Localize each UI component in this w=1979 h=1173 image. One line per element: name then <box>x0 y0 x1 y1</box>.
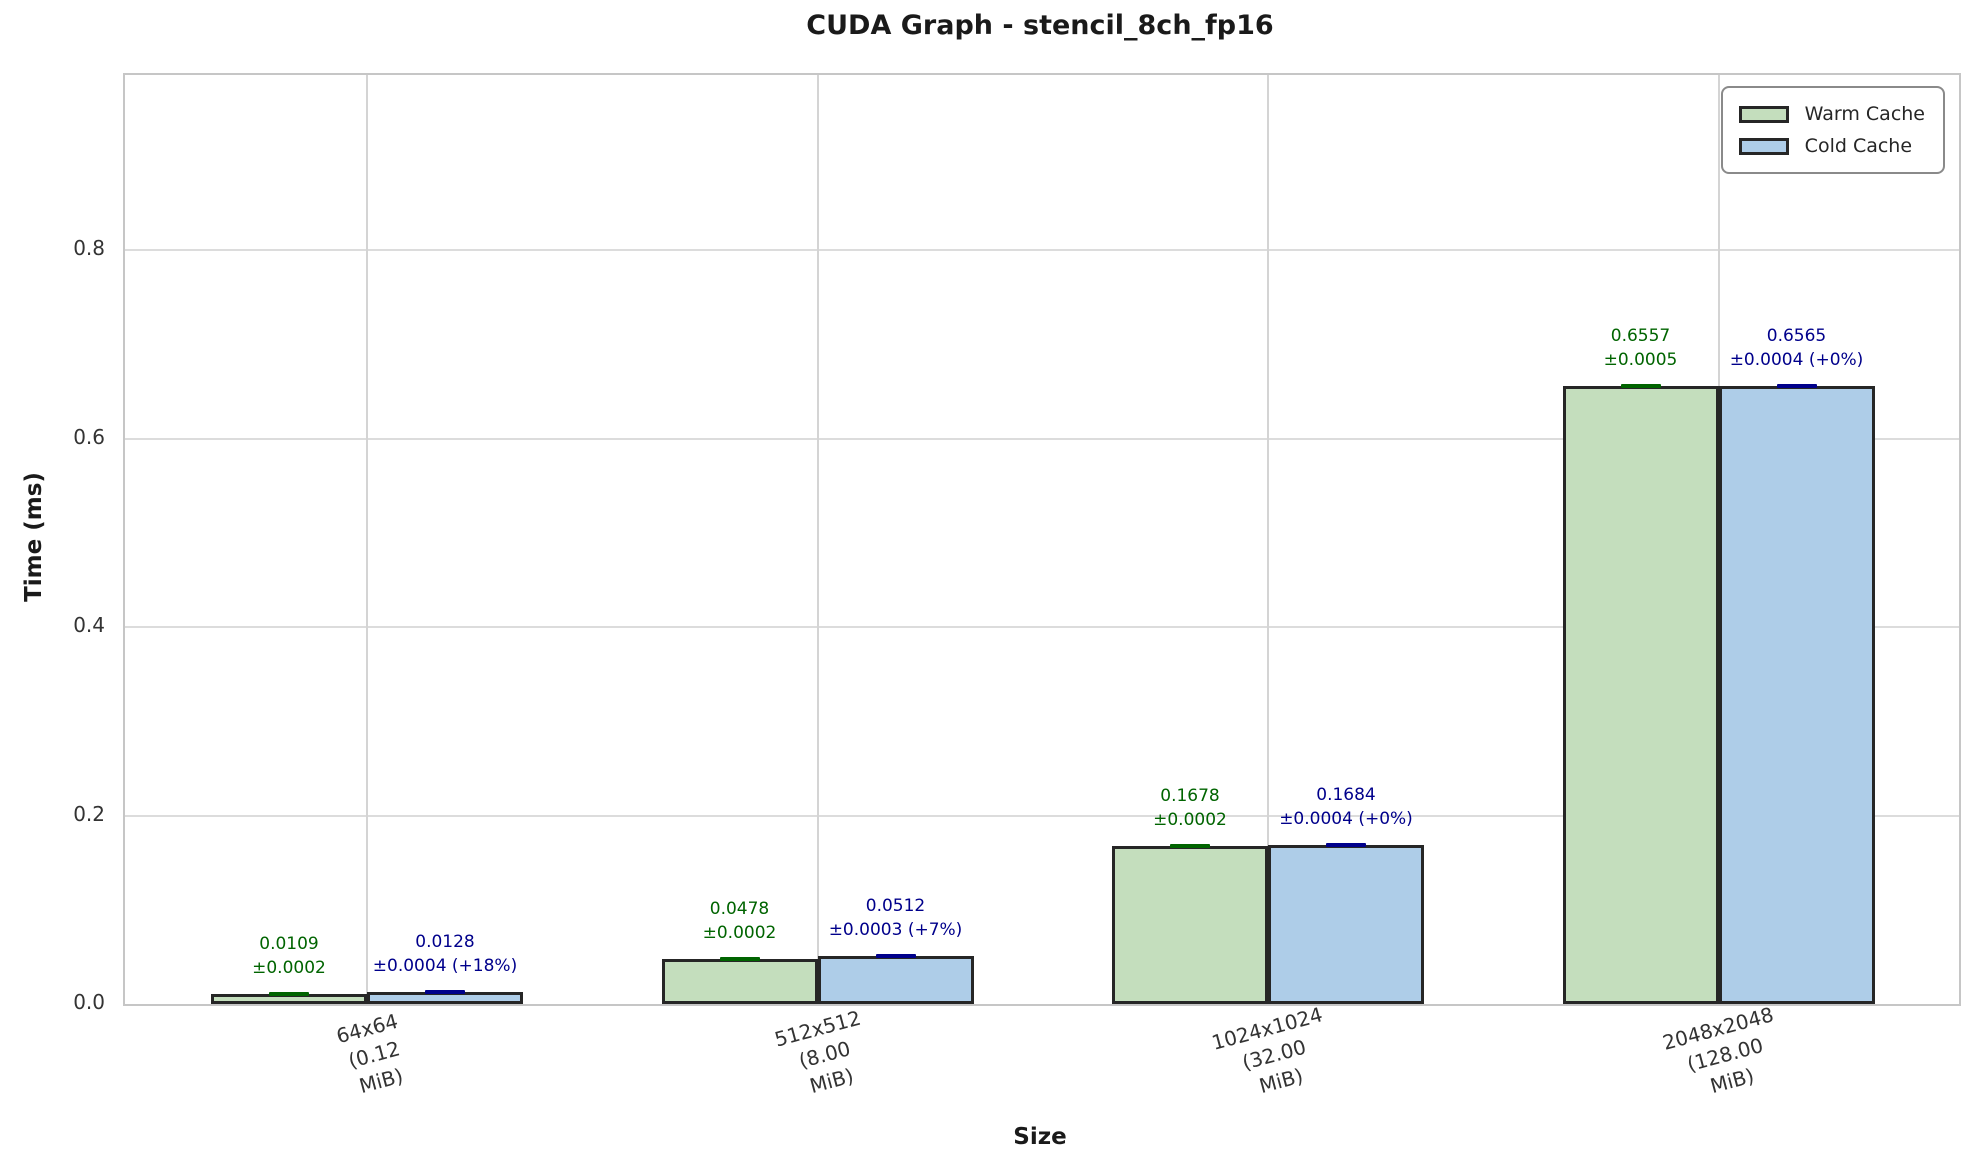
error-bar-warm-cache-2 <box>1170 843 1210 848</box>
error-bar-cold-cache-0 <box>425 989 465 994</box>
x-tick-label-0: 64x64 (0.12 MiB) <box>333 1008 406 1099</box>
bar-value-label-cold-cache-2: 0.1684 ±0.0004 (+0%) <box>1279 785 1413 830</box>
bar-cold-cache-1 <box>817 955 974 1004</box>
bar-value-label-cold-cache-1: 0.0512 ±0.0003 (+7%) <box>828 895 963 940</box>
bar-value-label-warm-cache-1: 0.0478 ±0.0002 <box>702 898 777 944</box>
v-gridline-1 <box>816 75 819 1004</box>
x-tick-label-1: 512x512 (8.00 MiB) <box>771 1005 863 1099</box>
x-axis-label: Size <box>1013 1124 1067 1150</box>
v-gridline-0 <box>366 75 368 1004</box>
y-axis-label: Time (ms) <box>21 472 47 602</box>
y-tick-label-0.4: 0.4 <box>73 613 105 638</box>
error-bar-warm-cache-1 <box>719 956 760 961</box>
error-bar-warm-cache-3 <box>1620 384 1661 389</box>
bar-value-label-cold-cache-3: 0.6565 ±0.0004 (+0%) <box>1729 325 1864 370</box>
h-gridline-0.2 <box>125 814 1959 817</box>
h-gridline-0.6 <box>125 437 1959 440</box>
bar-cold-cache-2 <box>1268 845 1424 1004</box>
bar-cold-cache-3 <box>1718 385 1875 1004</box>
x-tick-label-3: 2048x2048 (128.00 MiB) <box>1659 1002 1776 1099</box>
error-bar-cold-cache-2 <box>1326 843 1366 848</box>
legend: Warm Cache Cold Cache <box>1720 86 1945 174</box>
v-gridline-2 <box>1267 75 1269 1004</box>
x-tick-label-2: 1024x1024 (32.00 MiB) <box>1209 1002 1326 1099</box>
bar-value-label-warm-cache-3: 0.6557 ±0.0005 <box>1603 326 1678 371</box>
error-bar-warm-cache-0 <box>269 991 309 996</box>
bar-value-label-warm-cache-2: 0.1678 ±0.0002 <box>1153 785 1227 831</box>
legend-label-warm-cache: Warm Cache <box>1804 103 1925 125</box>
y-tick-label-0.6: 0.6 <box>73 424 105 449</box>
legend-entry-warm-cache: Warm Cache <box>1738 98 1925 130</box>
bar-value-label-warm-cache-0: 0.0109 ±0.0002 <box>252 933 326 978</box>
h-gridline-0.8 <box>125 249 1959 252</box>
plot-area: 0.0109 ±0.0002 0.0478 ±0.0002 0.1678 ±0.00… <box>123 73 1961 1006</box>
y-tick-label-0.0: 0.0 <box>73 990 105 1014</box>
bar-warm-cache-1 <box>661 958 818 1004</box>
y-tick-label-0.8: 0.8 <box>73 236 105 261</box>
warm-cache-swatch <box>1738 105 1789 123</box>
bar-warm-cache-3 <box>1562 386 1719 1004</box>
bar-warm-cache-2 <box>1112 845 1268 1004</box>
chart-title: CUDA Graph - stencil_8ch_fp16 <box>806 10 1274 41</box>
error-bar-cold-cache-1 <box>875 953 916 958</box>
legend-label-cold-cache: Cold Cache <box>1804 135 1913 157</box>
cold-cache-swatch <box>1738 137 1789 155</box>
bar-value-label-cold-cache-0: 0.0128 ±0.0004 (+18%) <box>372 931 518 977</box>
y-tick-label-0.2: 0.2 <box>73 801 105 826</box>
error-bar-cold-cache-3 <box>1776 383 1817 388</box>
legend-entry-cold-cache: Cold Cache <box>1738 130 1925 162</box>
h-gridline-0.4 <box>125 626 1959 629</box>
